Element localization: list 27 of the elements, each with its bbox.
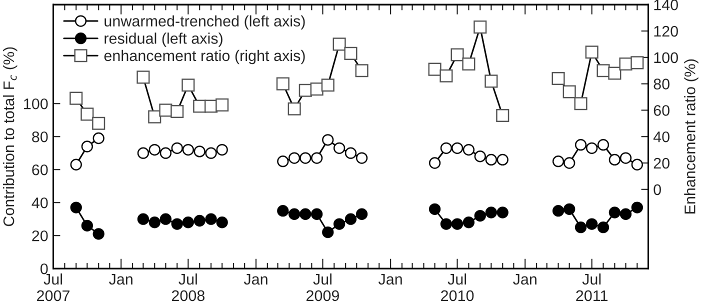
y2-tick-label: 80 [654, 78, 670, 90]
x-tick-label: Jul 2009 [306, 273, 339, 302]
y2-tick-label: 60 [654, 105, 670, 116]
y2-tick-label: 40 [653, 131, 670, 142]
x-tick-label: Jul 2010 [441, 273, 474, 302]
y2-tick-label: 0 [654, 184, 661, 196]
y-tick-label: 60 [32, 164, 48, 176]
legend-label: unwarmed-trenched (left axis) [104, 15, 305, 30]
x-tick-label: Jan [378, 274, 402, 285]
legend-label: enhancement ratio (right axis) [104, 50, 305, 64]
y2-tick-label: 20 [654, 158, 670, 169]
x-tick-label: Jul 2007 [37, 273, 70, 302]
y2-tick-label: 100 [654, 52, 678, 64]
y-tick-label: 100 [24, 98, 48, 110]
y-axis-title: Contribution to total F$_{c}$ (%) [2, 47, 18, 226]
x-tick-label: Jan [109, 274, 132, 285]
y-tick-label: 40 [32, 197, 48, 208]
y2-tick-label: 120 [654, 26, 678, 37]
x-tick-label: Jul 2008 [172, 273, 204, 302]
y2-axis-title: Enhancement ratio (%) [684, 59, 698, 214]
x-tick-label: Jul 2011 [576, 273, 608, 302]
y-tick-label: 0 [40, 263, 48, 274]
y-tick-label: 20 [32, 230, 48, 242]
x-tick-label: Jan [244, 274, 268, 285]
legend-label: residual (left axis) [104, 32, 222, 47]
y-tick-label: 80 [32, 131, 48, 142]
x-tick-label: Jan [513, 274, 536, 285]
